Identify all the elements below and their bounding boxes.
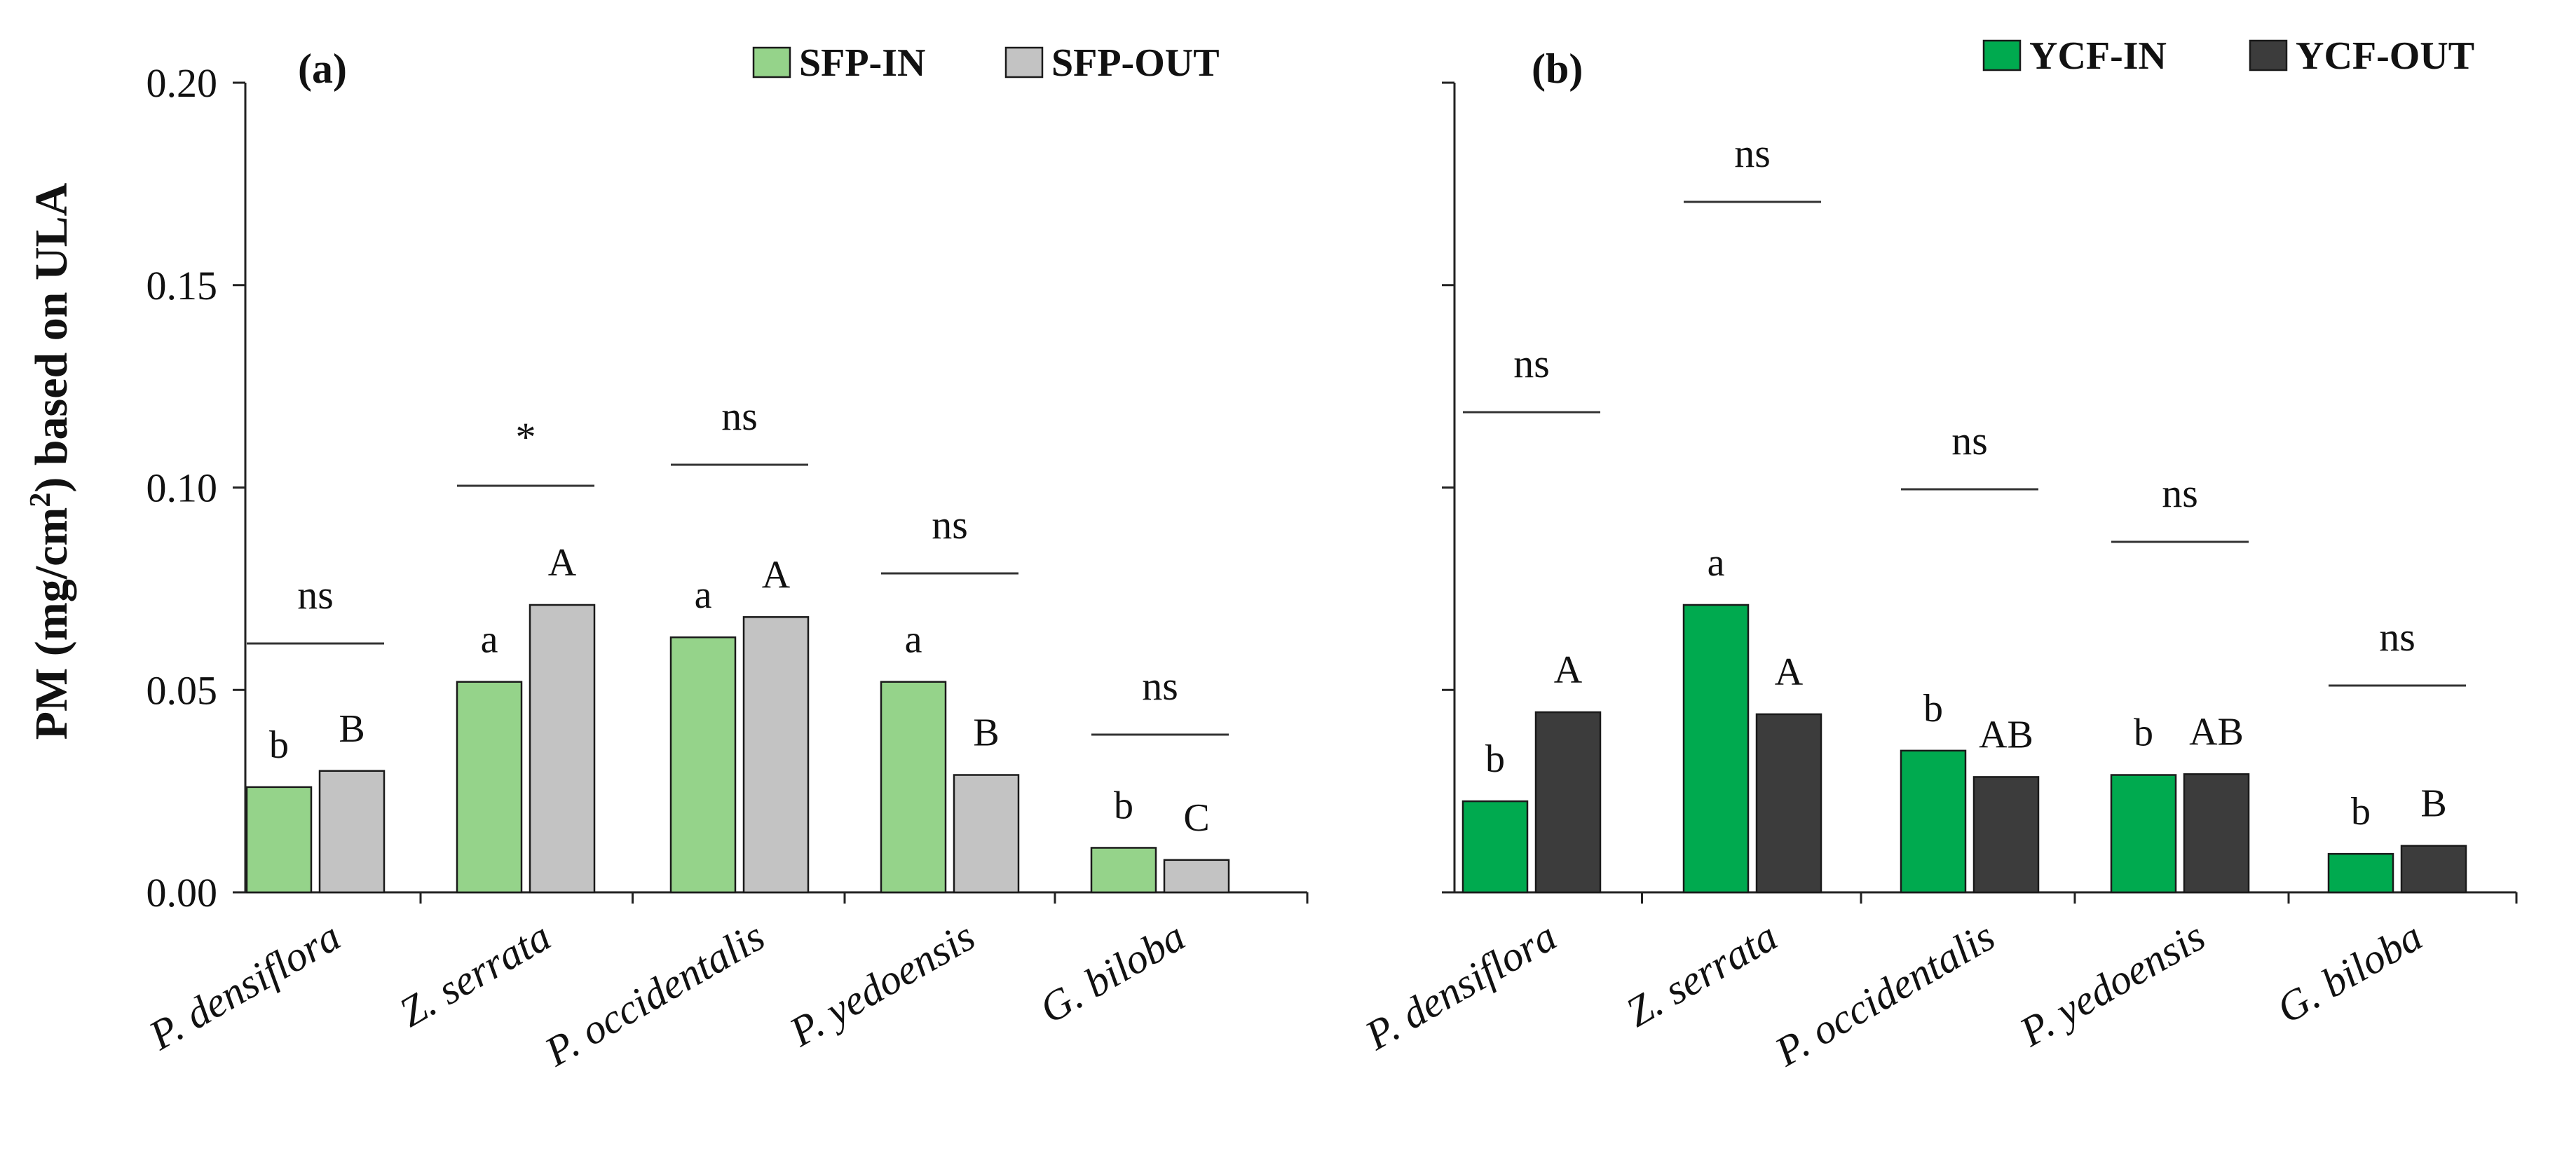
bar-ycf-in-p-densiflora bbox=[1461, 800, 1529, 894]
significance-label-p-yedoensis: ns bbox=[2162, 470, 2198, 516]
y-axis-title: PM (mg/cm2) based on ULA bbox=[25, 182, 77, 740]
bar-ycf-out-p-yedoensis bbox=[2183, 773, 2250, 894]
letter-label-ycf-out-z-serrata: A bbox=[1775, 650, 1804, 694]
bar-ycf-in-z-serrata bbox=[1682, 604, 1750, 894]
bar-ycf-in-g-biloba bbox=[2327, 852, 2394, 894]
y-tick-label: 0.10 bbox=[146, 465, 218, 511]
letter-label-ycf-in-p-densiflora: b bbox=[1485, 737, 1505, 781]
bar-sfp-out-g-biloba bbox=[1163, 859, 1230, 894]
letter-label-ycf-in-z-serrata: a bbox=[1708, 541, 1725, 585]
letter-label-ycf-out-p-occidentalis: AB bbox=[1979, 713, 2033, 756]
bar-sfp-in-g-biloba bbox=[1090, 847, 1157, 894]
category-label-p-yedoensis: P. yedoensis bbox=[2012, 913, 2213, 1056]
legend-swatch-sfp-in bbox=[752, 46, 791, 79]
bar-ycf-in-p-occidentalis bbox=[1900, 749, 1967, 894]
letter-label-sfp-out-z-serrata: A bbox=[548, 541, 577, 585]
letter-label-ycf-out-p-yedoensis: AB bbox=[2189, 710, 2244, 754]
bar-sfp-out-p-occidentalis bbox=[742, 616, 810, 894]
legend-a: SFP-IN SFP-OUT bbox=[752, 41, 1220, 85]
bar-sfp-in-p-occidentalis bbox=[669, 636, 737, 894]
letter-label-sfp-in-p-densiflora: b bbox=[269, 723, 289, 767]
legend-label-sfp-in: SFP-IN bbox=[799, 41, 925, 85]
panel-b-label: (b) bbox=[1532, 46, 1583, 92]
y-axis-title-rest: ) based on ULA bbox=[26, 182, 77, 492]
bar-ycf-in-p-yedoensis bbox=[2110, 774, 2177, 894]
significance-label-p-yedoensis: ns bbox=[932, 502, 968, 547]
legend-swatch-ycf-out bbox=[2249, 39, 2288, 71]
y-axis-title-main: PM (mg/cm bbox=[26, 508, 77, 740]
significance-label-g-biloba: ns bbox=[2379, 614, 2415, 660]
category-label-z-serrata: Z. serrata bbox=[1618, 913, 1785, 1036]
bar-sfp-in-z-serrata bbox=[456, 681, 523, 894]
letter-label-sfp-in-p-yedoensis: a bbox=[905, 618, 922, 662]
legend-b: YCF-IN YCF-OUT bbox=[1982, 34, 2474, 78]
significance-label-z-serrata: * bbox=[516, 414, 536, 460]
legend-swatch-sfp-out bbox=[1004, 46, 1044, 79]
bar-ycf-out-z-serrata bbox=[1755, 713, 1822, 894]
letter-label-ycf-out-g-biloba: B bbox=[2420, 782, 2446, 826]
letter-label-sfp-in-z-serrata: a bbox=[481, 618, 498, 662]
legend-label-ycf-in: YCF-IN bbox=[2029, 34, 2167, 78]
letter-label-sfp-out-p-densiflora: B bbox=[339, 707, 364, 751]
category-label-p-occidentalis: P. occidentalis bbox=[1767, 913, 2003, 1075]
bar-ycf-out-g-biloba bbox=[2400, 845, 2467, 894]
significance-label-p-densiflora: ns bbox=[1513, 341, 1550, 386]
category-label-z-serrata: Z. serrata bbox=[391, 913, 558, 1036]
bar-sfp-out-p-yedoensis bbox=[953, 774, 1020, 894]
y-tick-label: 0.20 bbox=[146, 60, 218, 106]
panel-b: (b) YCF-IN YCF-OUT b A P. densiflora ns a A Z.… bbox=[1357, 34, 2518, 1075]
category-label-p-occidentalis: P. occidentalis bbox=[537, 913, 772, 1075]
bar-ycf-out-p-occidentalis bbox=[1972, 776, 2040, 894]
significance-label-p-densiflora: ns bbox=[297, 572, 334, 618]
significance-label-g-biloba: ns bbox=[1142, 663, 1178, 709]
category-label-g-biloba: G. biloba bbox=[2269, 913, 2430, 1032]
y-axis-title-superscript: 2 bbox=[25, 493, 57, 508]
legend-label-sfp-out: SFP-OUT bbox=[1051, 41, 1220, 85]
letter-label-ycf-in-p-occidentalis: b bbox=[1923, 687, 1943, 730]
significance-label-p-occidentalis: ns bbox=[1951, 418, 1988, 463]
category-label-p-yedoensis: P. yedoensis bbox=[782, 913, 983, 1056]
letter-label-ycf-out-p-densiflora: A bbox=[1554, 648, 1583, 692]
significance-label-p-occidentalis: ns bbox=[721, 393, 758, 439]
bar-sfp-in-p-densiflora bbox=[245, 786, 313, 894]
panel-a-label: (a) bbox=[298, 46, 347, 92]
significance-label-z-serrata: ns bbox=[1734, 130, 1771, 176]
category-label-p-densiflora: P. densiflora bbox=[141, 913, 348, 1059]
letter-label-ycf-in-p-yedoensis: b bbox=[2134, 711, 2153, 755]
letter-label-sfp-in-g-biloba: b bbox=[1114, 784, 1133, 827]
letter-label-sfp-out-p-occidentalis: A bbox=[762, 553, 791, 597]
legend-label-ycf-out: YCF-OUT bbox=[2296, 34, 2474, 78]
letter-label-sfp-out-p-yedoensis: B bbox=[973, 711, 999, 755]
legend-swatch-ycf-in bbox=[1982, 39, 2022, 71]
panel-a: (a) SFP-IN SFP-OUT 0.00 0.05 0.10 0.15 0.20 b… bbox=[141, 41, 1309, 1075]
y-tick-label: 0.05 bbox=[146, 667, 218, 713]
letter-label-ycf-in-g-biloba: b bbox=[2351, 790, 2371, 833]
letter-label-sfp-in-p-occidentalis: a bbox=[695, 573, 712, 617]
bar-sfp-out-p-densiflora bbox=[318, 770, 386, 894]
bar-sfp-out-z-serrata bbox=[529, 604, 596, 894]
y-tick-label: 0.00 bbox=[146, 870, 218, 915]
bar-sfp-in-p-yedoensis bbox=[880, 681, 947, 894]
bar-ycf-out-p-densiflora bbox=[1534, 711, 1602, 894]
category-label-g-biloba: G. biloba bbox=[1032, 913, 1192, 1032]
y-tick-label: 0.15 bbox=[146, 263, 218, 308]
category-label-p-densiflora: P. densiflora bbox=[1357, 913, 1565, 1059]
letter-label-sfp-out-g-biloba: C bbox=[1183, 796, 1209, 840]
